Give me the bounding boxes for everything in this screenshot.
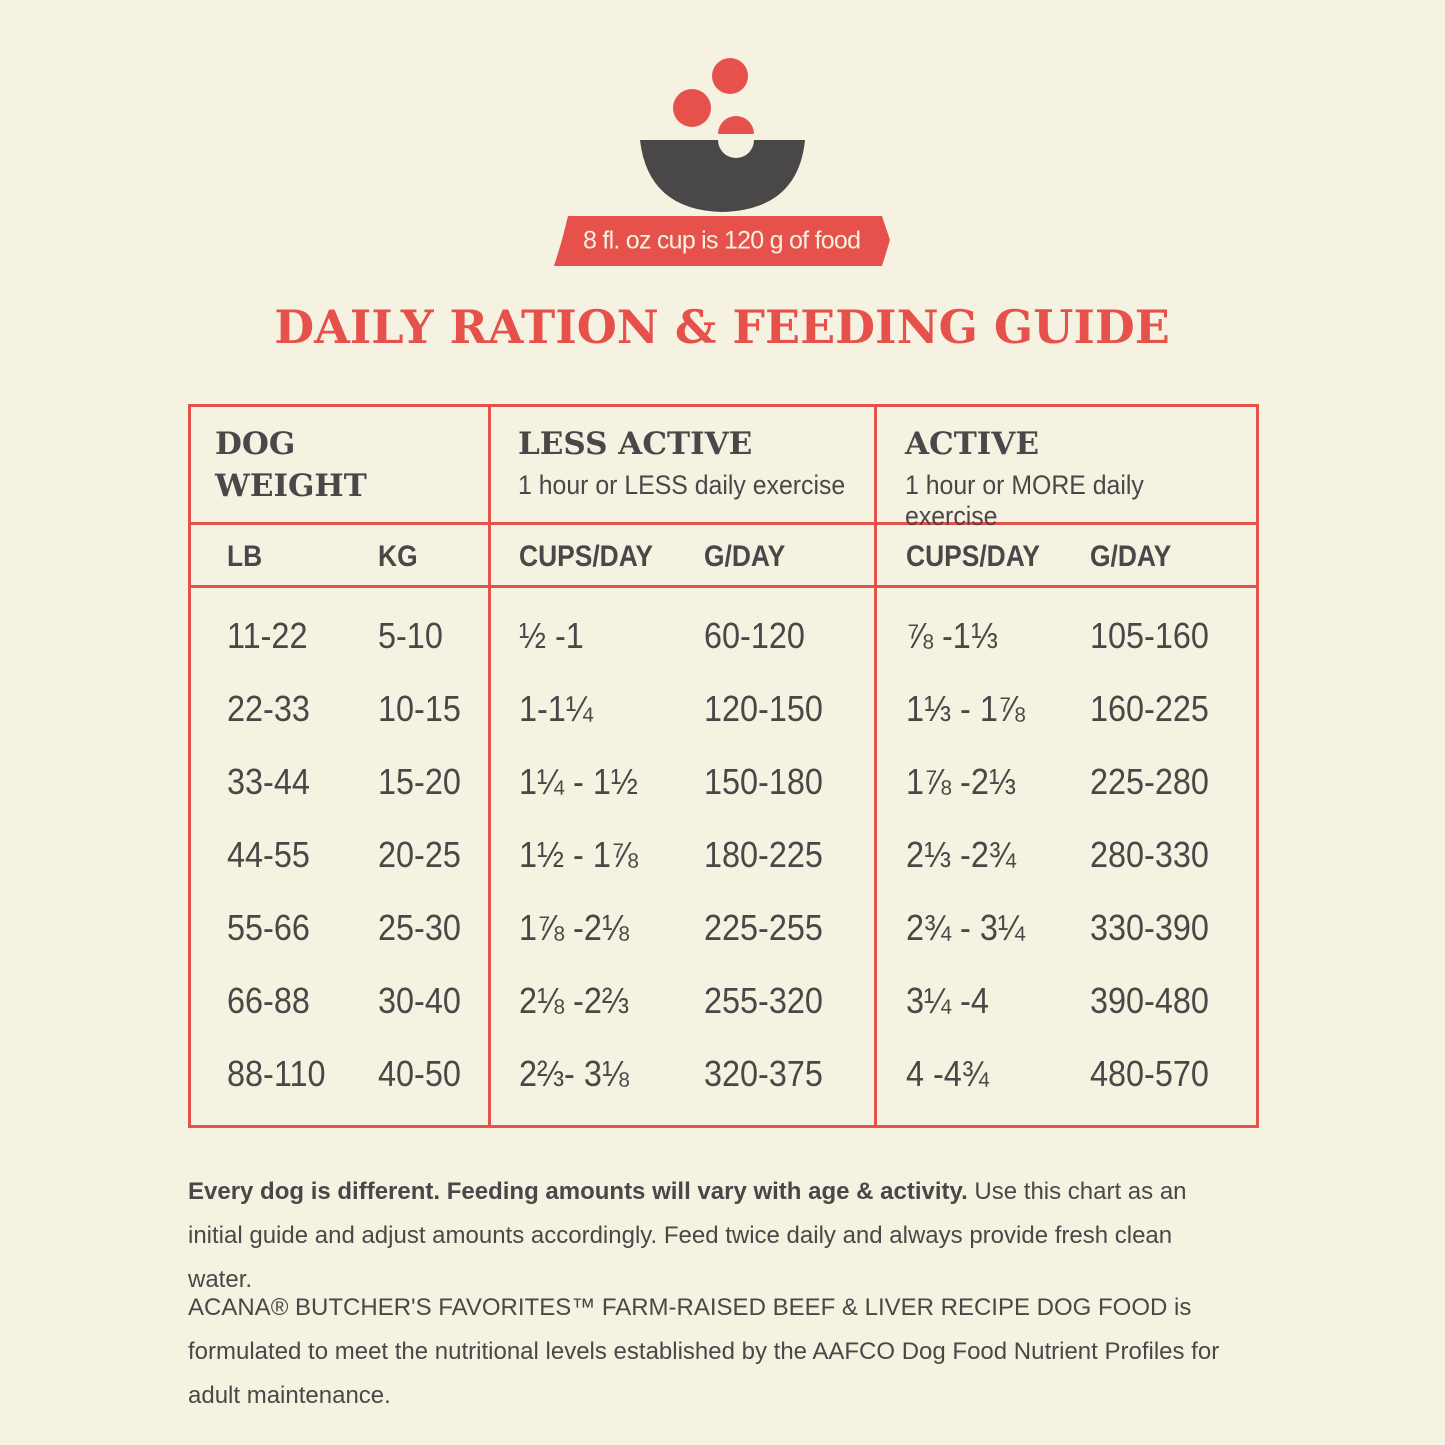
table-cell: 225-280 xyxy=(1090,761,1209,802)
table-cell: 280-330 xyxy=(1090,834,1209,875)
bowl xyxy=(640,140,805,212)
table-cell: 40-50 xyxy=(378,1053,461,1094)
table-cell: 55-66 xyxy=(227,907,310,948)
table-cell: 10-15 xyxy=(378,688,461,729)
table-cell: ⅞ -1⅓ xyxy=(906,615,998,656)
divider xyxy=(191,585,1256,588)
column-header: KG xyxy=(378,540,418,573)
table-cell: 44-55 xyxy=(227,834,310,875)
group-title: LESS ACTIVE xyxy=(518,426,753,462)
table-cell: 320-375 xyxy=(704,1053,823,1094)
table-cell: 3¼ -4 xyxy=(906,980,989,1021)
table-cell: 5-10 xyxy=(378,615,443,656)
column-header: G/DAY xyxy=(1090,540,1172,573)
table-cell: 30-40 xyxy=(378,980,461,1021)
banner xyxy=(554,216,890,266)
group-subtitle: 1 hour or LESS daily exercise xyxy=(518,470,846,500)
food-ball-cut xyxy=(718,140,754,158)
table-cell: 180-225 xyxy=(704,834,823,875)
table-cell: 25-30 xyxy=(378,907,461,948)
table-cell: 4 -4¾ xyxy=(906,1053,989,1094)
group-subtitle: 1 hour or MORE daily exercise xyxy=(905,470,1144,531)
table-cell: 1⅞ -2⅓ xyxy=(906,761,1016,802)
bowl-icon: 8 fl. oz cup is 120 g of food xyxy=(554,58,890,266)
table-cell: 105-160 xyxy=(1090,615,1209,656)
table-cell: 1¼ - 1½ xyxy=(519,761,638,802)
table-cell: 11-22 xyxy=(227,615,308,656)
table-cell: 22-33 xyxy=(227,688,310,729)
column-header: G/DAY xyxy=(704,540,786,573)
table-cell: 2⅓ -2¾ xyxy=(906,834,1016,875)
group-title: DOG WEIGHT xyxy=(215,426,367,504)
divider xyxy=(488,407,491,1125)
column-header: LB xyxy=(227,540,263,573)
table-cell: ½ -1 xyxy=(519,615,584,656)
table-cell: 390-480 xyxy=(1090,980,1209,1021)
note-bold: Every dog is different. Feeding amounts … xyxy=(188,1178,968,1205)
table-cell: 150-180 xyxy=(704,761,823,802)
table-cell: 1⅞ -2⅛ xyxy=(519,907,629,948)
banner-text: 8 fl. oz cup is 120 g of food xyxy=(583,227,861,255)
food-ball xyxy=(718,116,754,134)
title: DAILY RATION & FEEDING GUIDE xyxy=(274,300,1170,354)
table-cell: 2⅛ -2⅔ xyxy=(519,980,629,1021)
column-header: CUPS/DAY xyxy=(519,540,654,573)
note: Every dog is different. Feeding amounts … xyxy=(188,1170,1228,1302)
table-cell: 225-255 xyxy=(704,907,823,948)
note: ACANA® BUTCHER'S FAVORITES™ FARM-RAISED … xyxy=(188,1294,1220,1409)
table-cell: 66-88 xyxy=(227,980,310,1021)
table-cell: 15-20 xyxy=(378,761,461,802)
table-cell: 255-320 xyxy=(704,980,823,1021)
group-title: ACTIVE xyxy=(905,426,1039,462)
table-cell: 1½ - 1⅞ xyxy=(519,834,638,875)
column-header: CUPS/DAY xyxy=(906,540,1041,573)
table-cell: 20-25 xyxy=(378,834,461,875)
feeding-table: DOG WEIGHT LESS ACTIVE 1 hour or LESS da… xyxy=(188,404,1259,1128)
table-cell: 2⅔- 3⅛ xyxy=(519,1053,629,1094)
table-cell: 60-120 xyxy=(704,615,805,656)
table-cell: 330-390 xyxy=(1090,907,1209,948)
table-cell: 160-225 xyxy=(1090,688,1209,729)
table-cell: 120-150 xyxy=(704,688,823,729)
food-ball xyxy=(673,89,711,127)
divider xyxy=(874,407,877,1125)
note-text: Use this chart as an initial guide and a… xyxy=(188,1178,1187,1293)
table-cell: 2¾ - 3¼ xyxy=(906,907,1025,948)
divider xyxy=(191,522,1256,525)
food-ball xyxy=(712,58,748,94)
table-cell: 88-110 xyxy=(227,1053,326,1094)
table-cell: 1-1¼ xyxy=(519,688,593,729)
table-cell: 480-570 xyxy=(1090,1053,1209,1094)
table-cell: 33-44 xyxy=(227,761,310,802)
table-cell: 1⅓ - 1⅞ xyxy=(906,688,1025,729)
